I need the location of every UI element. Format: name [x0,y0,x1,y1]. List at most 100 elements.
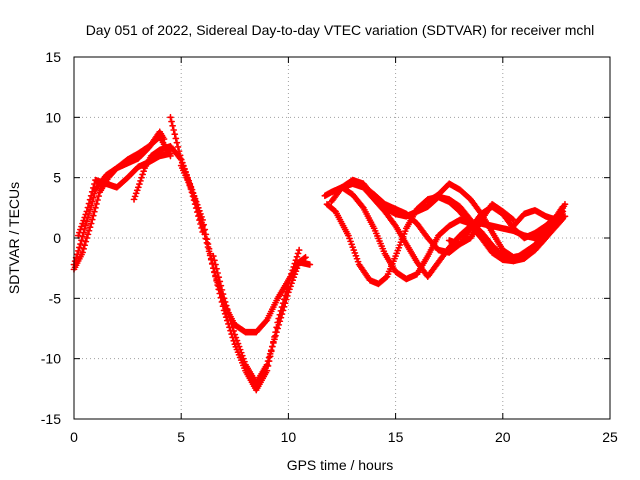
data-point [218,286,226,294]
data-point [561,212,569,220]
series-arc-7 [209,252,309,387]
y-tick-label: 10 [45,109,61,125]
data-point [170,126,178,134]
data-point [226,313,233,320]
data-point [200,226,208,234]
data-point [510,216,517,224]
data-point [267,346,275,354]
data-point [88,216,96,223]
data-point [85,200,93,208]
data-point [199,222,207,230]
data-point [196,211,203,219]
y-tick-label: -10 [41,351,61,367]
data-point [202,235,210,243]
series-arc-15 [510,206,569,230]
data-point [228,320,235,328]
data-point [80,245,88,253]
data-point [171,130,179,138]
data-point [273,328,281,336]
data-point [174,143,182,151]
data-point [81,241,89,249]
data-point [294,250,302,257]
data-point [88,188,96,196]
data-point [188,186,196,194]
data-point [216,278,224,285]
series-arc-14 [445,200,517,248]
data-point [219,290,227,298]
data-point [193,204,201,212]
data-point [75,244,83,251]
data-point [84,230,92,238]
data-point [215,273,223,281]
data-point [211,256,218,264]
data-point [74,247,82,255]
data-point [137,177,144,185]
data-point [289,266,297,274]
data-point [221,298,229,306]
x-axis-label: GPS time / hours [287,457,394,473]
data-point [90,208,98,216]
data-point [176,151,184,159]
data-point [220,294,228,302]
data-point [134,183,142,191]
x-tick-label: 15 [388,429,404,445]
data-point [276,317,284,325]
y-tick-label: -15 [41,411,61,427]
data-point [93,200,100,208]
data-point [263,361,271,369]
data-point [167,150,174,157]
data-point [213,265,220,273]
data-point [78,236,85,244]
data-point [94,196,101,204]
data-point [191,197,199,204]
data-point [201,230,209,238]
data-point [192,200,200,208]
data-point [95,192,103,200]
x-tick-label: 5 [177,429,185,445]
data-point [281,299,289,307]
data-point [282,296,290,303]
data-point [271,335,278,343]
data-point [89,184,97,192]
data-point [92,204,99,212]
data-point [203,239,211,247]
data-point [295,246,303,254]
data-point [197,215,204,223]
data-point [194,208,202,215]
data-point [83,234,91,242]
data-point [222,302,230,309]
y-tick-label: 5 [53,170,61,186]
data-point [90,180,98,188]
data-point [86,223,94,231]
y-tick-label: 15 [45,49,61,65]
data-point [227,316,234,324]
data-points [70,113,569,394]
y-axis-label: SDTVAR / TECUs [6,182,22,294]
data-point [279,307,287,314]
data-point [272,332,279,340]
data-point [135,180,143,188]
data-point [173,139,181,147]
data-point [77,240,84,248]
data-point [266,350,274,358]
chart-title: Day 051 of 2022, Sidereal Day-to-day VTE… [86,22,595,38]
data-point [561,200,569,208]
data-point [79,249,86,256]
data-point [160,135,168,143]
data-point [83,208,91,215]
data-point [138,174,145,182]
data-point [223,305,231,313]
data-point [277,314,285,322]
data-point [85,227,93,235]
data-point [172,135,180,142]
data-point [139,171,147,178]
data-point [278,310,286,318]
data-point [264,357,272,365]
data-point [87,192,95,200]
data-point [214,269,222,277]
data-point [265,354,273,361]
data-point [82,238,90,246]
x-tick-label: 25 [602,429,618,445]
data-point [169,122,177,130]
